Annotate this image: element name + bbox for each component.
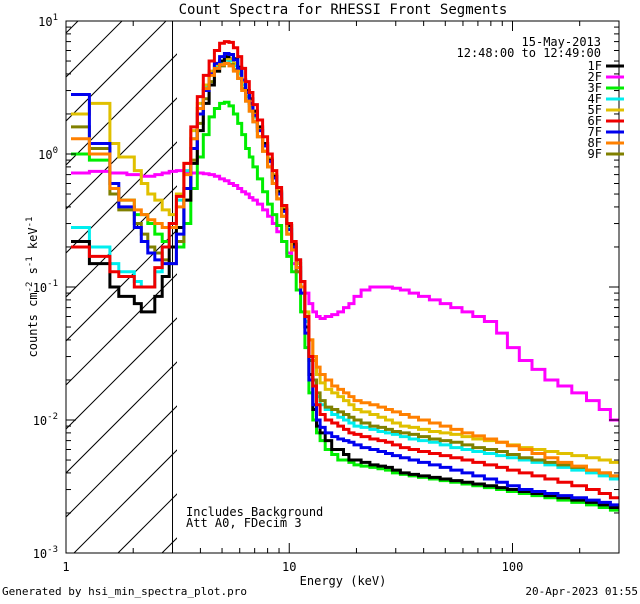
legend-label-1f: 1F	[588, 59, 602, 73]
hatched-region	[66, 21, 177, 553]
hatch-line	[66, 141, 177, 254]
legend-label-5f: 5F	[588, 103, 602, 117]
footer-timestamp: 20-Apr-2023 01:55	[525, 585, 638, 598]
annotation-background: Includes Background	[186, 505, 323, 519]
y-tick-label: 101	[38, 13, 58, 29]
x-axis-ticks: 1 10 100	[62, 21, 620, 574]
hatch-line	[66, 405, 177, 518]
legend-label-2f: 2F	[588, 70, 602, 84]
y-tick-label: 10-2	[33, 412, 58, 428]
hatch-line	[73, 449, 177, 553]
legend-label-6f: 6F	[588, 114, 602, 128]
y-axis-label: counts cm-2 s-1 keV-1	[25, 217, 40, 358]
header-time-range: 12:48:00 to 12:49:00	[457, 46, 602, 60]
x-tick-label: 10	[282, 560, 296, 574]
chart-title: Count Spectra for RHESSI Front Segments	[179, 2, 508, 18]
legend-label-3f: 3F	[588, 81, 602, 95]
series-line-6f	[71, 40, 619, 500]
header-date: 15-May-2013	[522, 35, 601, 49]
x-tick-label: 100	[502, 560, 524, 574]
x-tick-label: 1	[62, 560, 69, 574]
hatch-line	[66, 53, 177, 166]
hatch-line	[66, 21, 123, 78]
legend-label-9f: 9F	[588, 147, 602, 161]
legend-label-4f: 4F	[588, 92, 602, 106]
hatch-line	[66, 361, 177, 474]
hatch-line	[66, 185, 177, 298]
y-tick-label: 10-3	[33, 545, 58, 561]
y-axis-ticks: 10-3 10-2 10-1 100 101	[33, 13, 619, 561]
annotation-attenuator: Att A0, FDecim 3	[186, 516, 302, 530]
x-axis-label: Energy (keV)	[300, 574, 387, 588]
y-tick-label: 10-1	[33, 279, 58, 295]
legend-label-8f: 8F	[588, 136, 602, 150]
series-group	[71, 40, 619, 512]
legend-label-7f: 7F	[588, 125, 602, 139]
footer-generated-by: Generated by hsi_min_spectra_plot.pro	[2, 585, 247, 598]
y-tick-label: 100	[38, 146, 58, 162]
hatch-line	[66, 21, 167, 122]
